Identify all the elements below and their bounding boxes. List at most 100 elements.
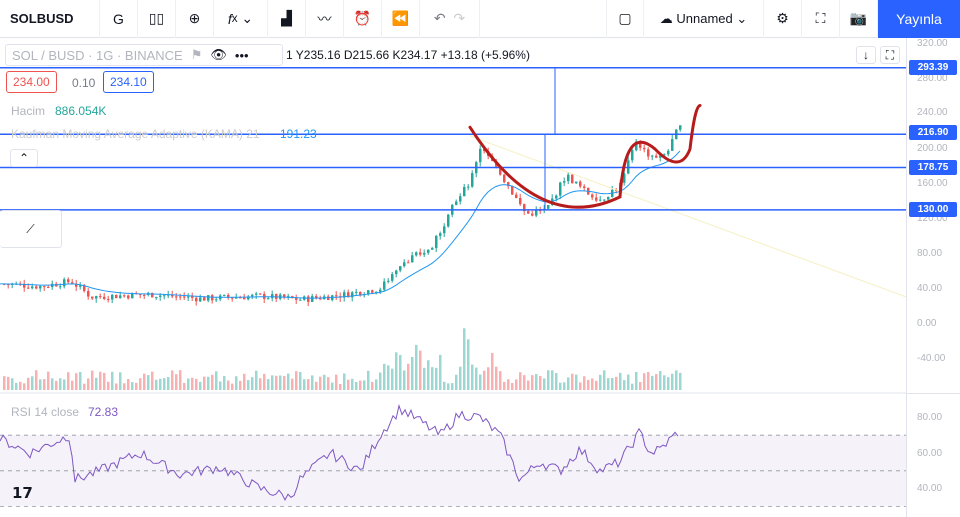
interval-button[interactable]: G — [100, 0, 138, 38]
volume-bar — [655, 374, 658, 390]
volume-bar — [527, 380, 530, 390]
candle — [235, 297, 238, 299]
volume-bar — [631, 383, 634, 390]
volume-bar — [143, 373, 146, 390]
volume-bar — [363, 380, 366, 390]
volume-bar — [355, 381, 358, 390]
volume-bar — [507, 379, 510, 390]
volume-bar — [675, 370, 678, 390]
compare-add-icon[interactable]: ⊕ — [176, 0, 214, 38]
fit-screen-icon[interactable]: ⛶ — [880, 46, 900, 64]
candle — [563, 181, 566, 183]
legend-title: SOL / BUSD · 1G · BINANCE — [12, 47, 183, 63]
candle — [511, 186, 514, 195]
candle — [515, 194, 518, 198]
tradingview-logo: 𝟭𝟳 — [12, 485, 33, 502]
buy-price[interactable]: 234.10 — [103, 71, 154, 93]
volume-bar — [47, 371, 50, 390]
candle — [283, 294, 286, 298]
candle — [411, 255, 414, 263]
candle — [295, 297, 298, 300]
volume-bar — [627, 374, 630, 390]
replay-icon[interactable]: ⏪ — [382, 0, 420, 38]
alert-icon[interactable]: ⏰ — [344, 0, 382, 38]
sell-price[interactable]: 234.00 — [6, 71, 57, 93]
rsi-tick: 40.00 — [917, 483, 943, 494]
volume-bar — [467, 339, 470, 390]
templates-icon[interactable]: ▟ — [268, 0, 306, 38]
scroll-down-icon[interactable]: ↓ — [856, 46, 876, 64]
price-axis[interactable]: 320.00 280.00 240.00 200.00 160.00 120.0… — [906, 38, 960, 517]
axis-tick: -40.00 — [917, 353, 946, 364]
volume-bar — [335, 374, 338, 390]
flag-icon[interactable]: ⚑ — [190, 47, 203, 62]
volume-bar — [535, 374, 538, 390]
more-icon[interactable]: ••• — [234, 47, 249, 63]
volume-bar — [315, 381, 318, 390]
volume-bar — [7, 376, 10, 390]
candle — [195, 297, 198, 302]
publish-button[interactable]: Yayınla — [878, 0, 960, 38]
volume-bar — [543, 378, 546, 390]
volume-bar — [399, 354, 402, 390]
candle — [167, 294, 170, 296]
volume-bar — [147, 375, 150, 390]
volume-bar — [215, 371, 218, 390]
volume-bar — [103, 372, 106, 390]
price-chart[interactable] — [0, 38, 906, 517]
line-tool-icon[interactable]: ⟋ — [0, 210, 62, 248]
volume-bar — [155, 379, 158, 390]
volume-bar — [183, 382, 186, 390]
candle — [187, 296, 190, 298]
candle — [455, 201, 458, 205]
volume-bar — [35, 370, 38, 390]
volume-bar — [255, 370, 258, 390]
candle — [267, 298, 270, 300]
indicator-templates-icon[interactable]: 〰 — [306, 0, 344, 38]
eye-icon[interactable]: 👁 — [210, 47, 227, 62]
volume-bar — [475, 367, 478, 390]
candle — [111, 294, 114, 300]
candle — [143, 294, 146, 296]
axis-tick: 240.00 — [917, 107, 948, 118]
volume-bar — [67, 372, 70, 390]
candle — [223, 294, 226, 296]
chart-name-menu[interactable]: ☁ Unnamed ⌄ — [644, 0, 764, 38]
volume-bar — [99, 371, 102, 390]
volume-bar — [195, 378, 198, 390]
volume-bar — [371, 381, 374, 390]
candle — [371, 290, 374, 293]
candle — [255, 293, 258, 295]
volume-bar — [351, 378, 354, 390]
symbol-search[interactable]: SOLBUSD — [0, 0, 100, 38]
volume-bar — [395, 352, 398, 390]
volume-bar — [159, 378, 162, 390]
candle — [635, 141, 638, 151]
candle — [107, 298, 110, 300]
candle — [319, 298, 322, 300]
collapse-legend-button[interactable]: ⌃ — [10, 149, 38, 167]
kama-label: Kaufman Moving Average Adaptive (KAMA) 2… — [11, 127, 260, 141]
layout-icon[interactable]: ▢ — [606, 0, 644, 38]
volume-bar — [607, 378, 610, 390]
volume-bar — [575, 374, 578, 390]
candle — [127, 295, 130, 299]
symbol-legend[interactable]: SOL / BUSD · 1G · BINANCE ⚑ 👁 ••• — [5, 44, 283, 66]
candle — [463, 186, 466, 197]
camera-icon[interactable]: 📷 — [840, 0, 878, 38]
candle — [579, 181, 582, 187]
candles-icon[interactable]: ▯▯ — [138, 0, 176, 38]
volume-bar — [203, 376, 206, 390]
volume-bar — [531, 375, 534, 390]
volume-bar — [11, 378, 14, 390]
settings-gear-icon[interactable]: ⚙ — [764, 0, 802, 38]
rsi-tick: 80.00 — [917, 412, 943, 423]
volume-bar — [287, 373, 290, 390]
volume-bar — [415, 344, 418, 390]
undo-redo-icon[interactable]: ↶ ↷ — [420, 0, 480, 38]
volume-bar — [39, 379, 42, 390]
fullscreen-icon[interactable]: ⛶ — [802, 0, 840, 38]
volume-bar — [379, 372, 382, 390]
spread: 0.10 — [72, 76, 96, 90]
